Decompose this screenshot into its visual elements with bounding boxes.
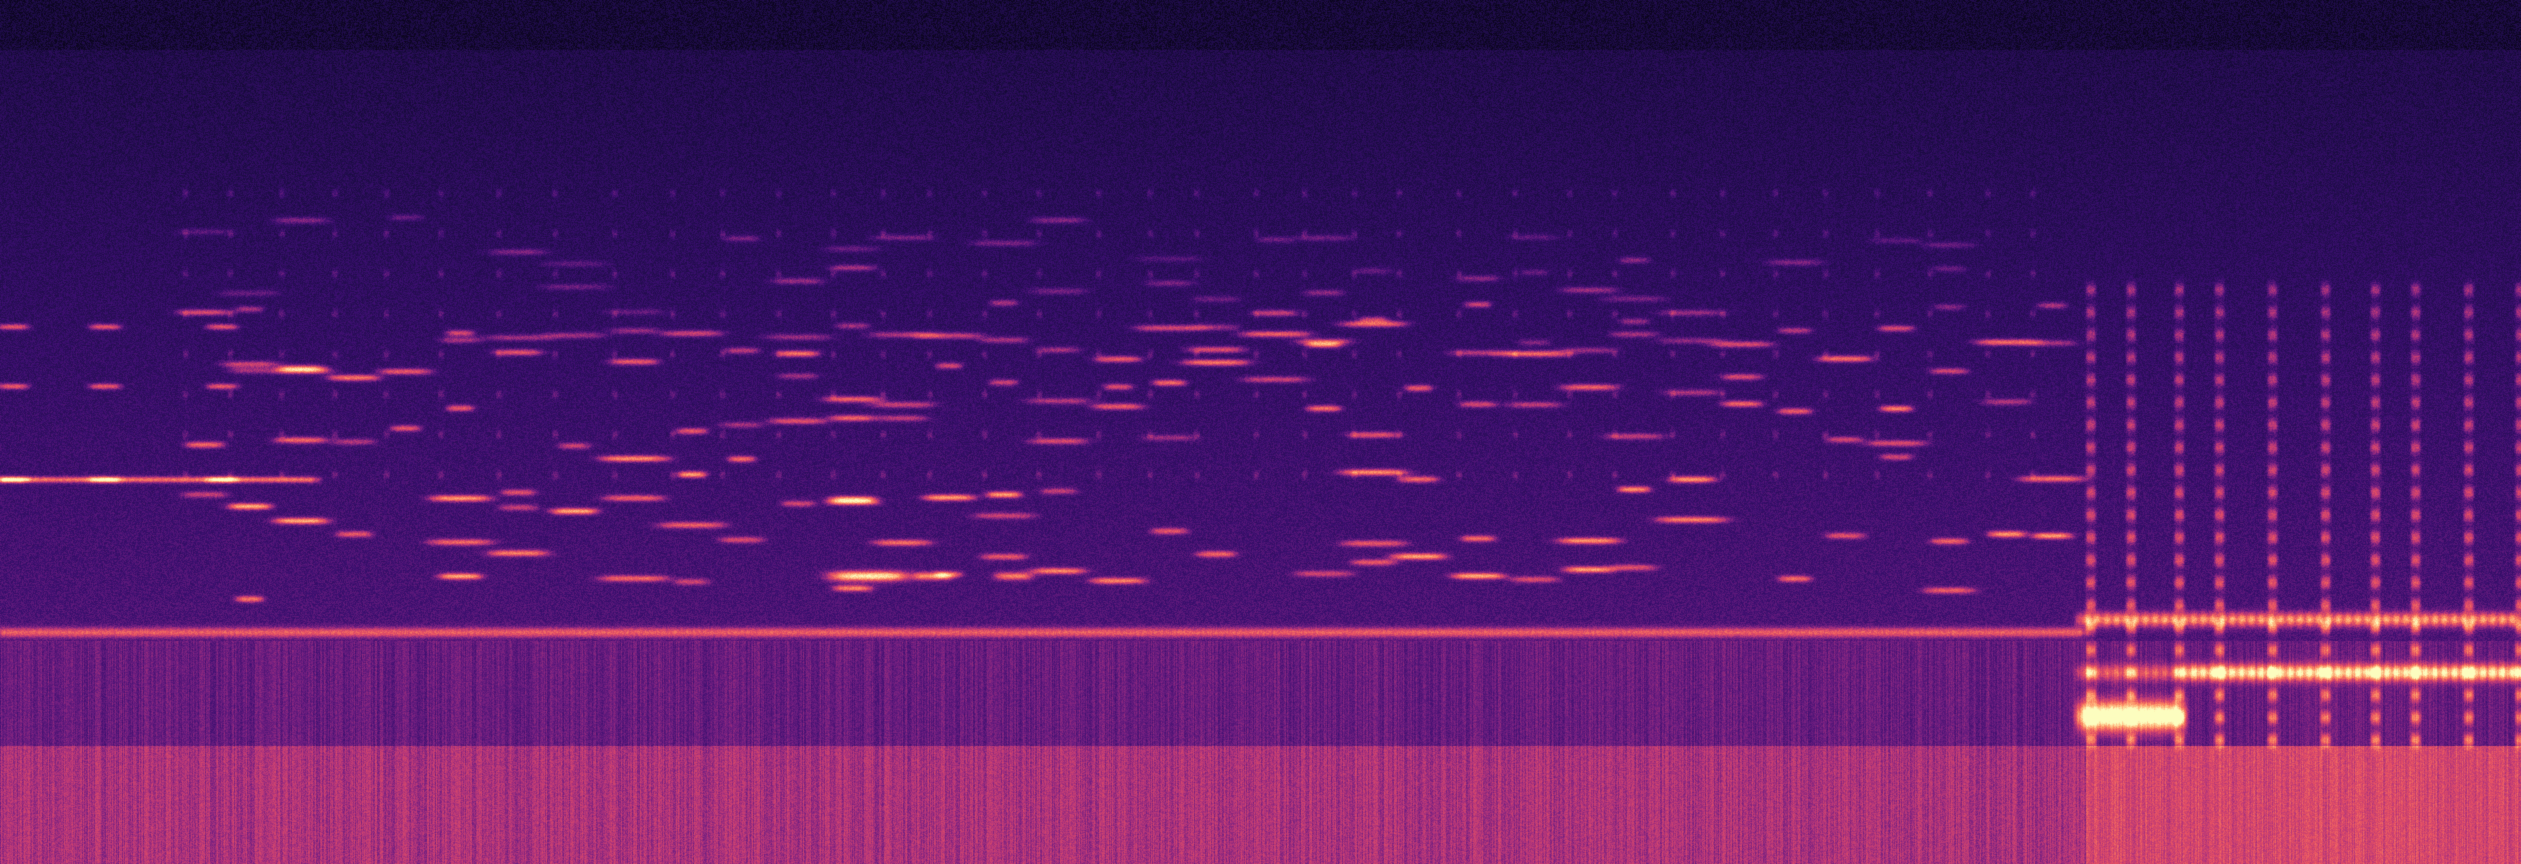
- spectrogram-canvas: [0, 0, 2521, 864]
- spectrogram-view: [0, 0, 2521, 864]
